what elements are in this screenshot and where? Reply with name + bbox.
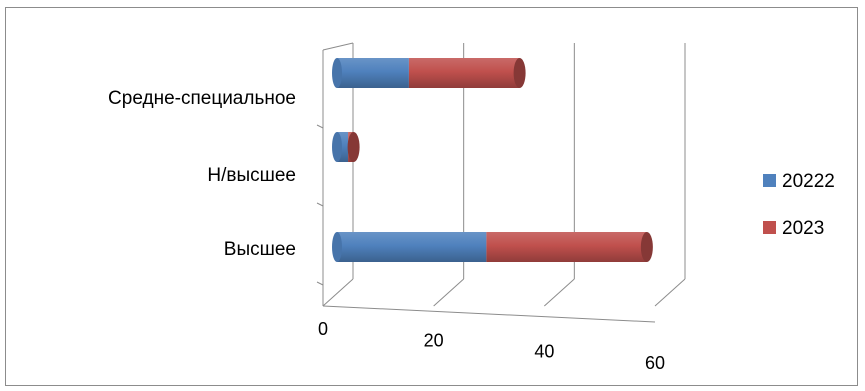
bars bbox=[332, 58, 653, 262]
category-label-2: Средне-специальное bbox=[108, 88, 296, 109]
category-label-0: Высшее bbox=[224, 239, 296, 260]
x-tick-label-1: 20 bbox=[424, 330, 444, 350]
gridline-floor-0 bbox=[322, 278, 354, 307]
value-axis bbox=[322, 305, 656, 323]
bar-1-2 bbox=[408, 58, 526, 88]
bar-0-1 bbox=[332, 132, 349, 162]
bar-0-0 bbox=[332, 232, 487, 262]
legend-label-1: 2023 bbox=[782, 218, 824, 239]
bar-0-2 bbox=[332, 58, 409, 88]
gridline-floor-1 bbox=[433, 278, 465, 307]
legend-swatch-0 bbox=[763, 174, 776, 187]
x-tick-label-0: 0 bbox=[318, 319, 328, 339]
category-labels: Высшее Н/высшее Средне-специальное bbox=[108, 88, 296, 260]
legend-swatch-1 bbox=[763, 221, 776, 234]
legend-label-0: 20222 bbox=[782, 171, 835, 192]
category-label-1: Н/высшее bbox=[207, 165, 296, 186]
legend: 20222 2023 bbox=[763, 171, 835, 239]
x-tick-label-2: 40 bbox=[534, 342, 554, 362]
axes bbox=[316, 42, 656, 323]
x-tick-label-3: 60 bbox=[645, 353, 665, 373]
category-tick-0 bbox=[316, 124, 324, 129]
category-tick-2 bbox=[316, 281, 324, 286]
x-tick-labels: 0 20 40 60 bbox=[318, 319, 665, 373]
category-tick-1 bbox=[316, 202, 324, 207]
gridline-floor-2 bbox=[543, 278, 575, 307]
bar-1-0 bbox=[486, 232, 653, 262]
axis-top-edge bbox=[322, 42, 354, 51]
gridline-floor-3 bbox=[654, 278, 686, 307]
bar-1-1 bbox=[347, 132, 360, 162]
